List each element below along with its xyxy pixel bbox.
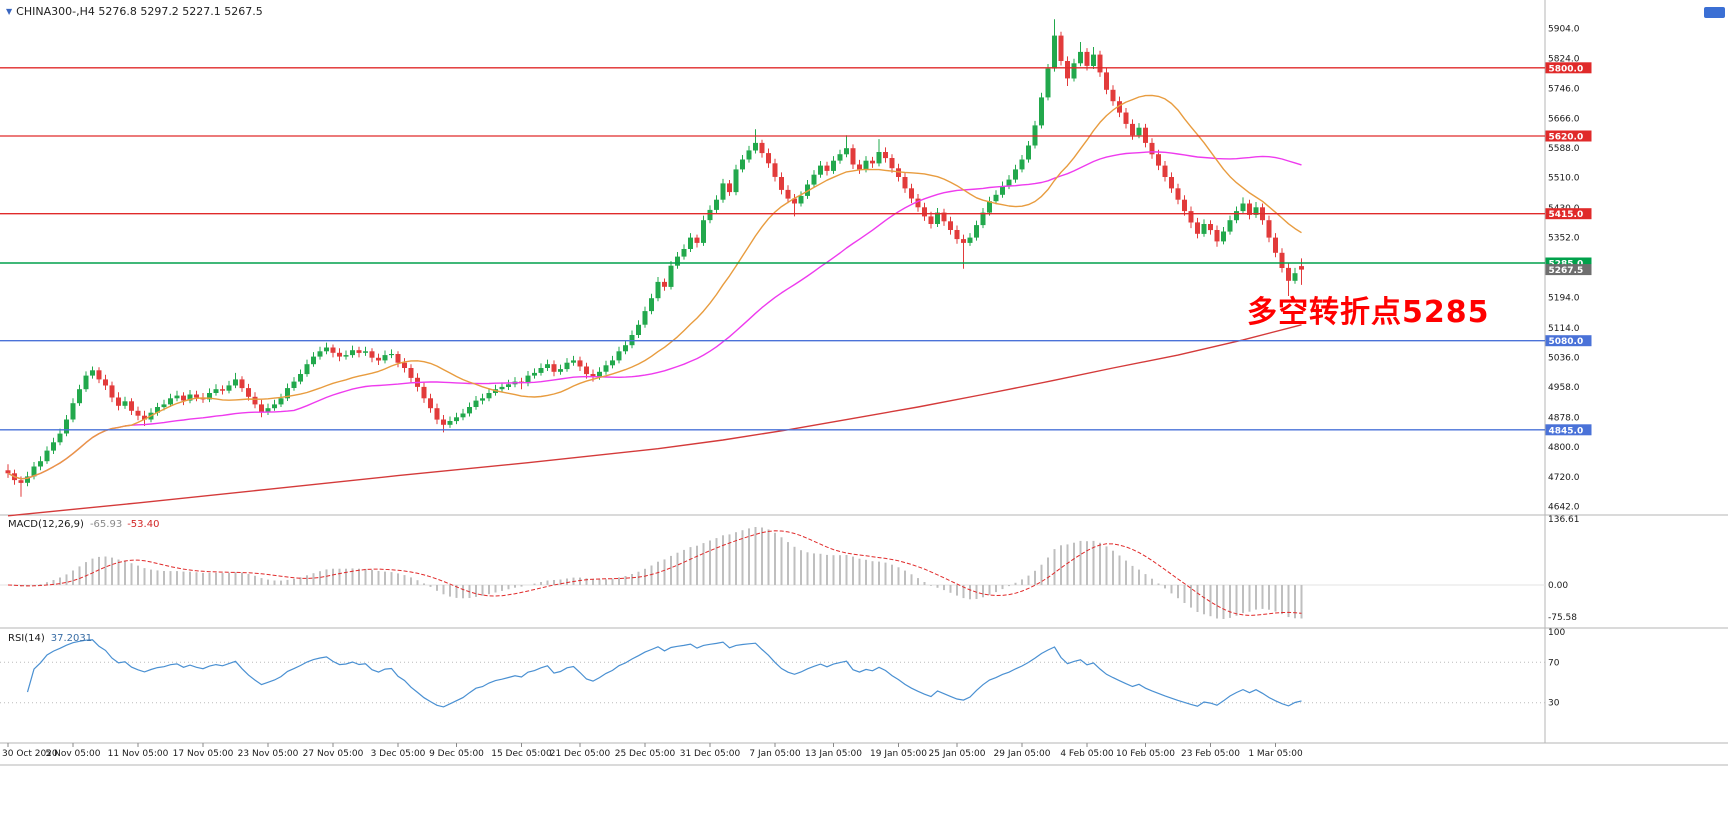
corner-marker[interactable] [1704, 7, 1725, 18]
chart-title: CHINA300-,H4 5276.8 5297.2 5227.1 5267.5 [16, 5, 263, 18]
ma-slow-red [7, 324, 1302, 517]
svg-text:31 Dec 05:00: 31 Dec 05:00 [680, 749, 741, 759]
svg-text:23 Nov 05:00: 23 Nov 05:00 [238, 749, 299, 759]
svg-text:9 Dec 05:00: 9 Dec 05:00 [429, 749, 484, 759]
svg-text:4 Feb 05:00: 4 Feb 05:00 [1060, 749, 1114, 759]
macd-indicator-label: MACD(12,26,9) -65.93 -53.40 [8, 519, 159, 530]
svg-text:5666.0: 5666.0 [1548, 115, 1580, 125]
svg-text:5800.0: 5800.0 [1549, 64, 1584, 74]
svg-text:5080.0: 5080.0 [1549, 337, 1584, 347]
horizontal-level-lines[interactable] [0, 67, 1545, 431]
current-price-tag [1545, 264, 1592, 276]
svg-text:5415.0: 5415.0 [1549, 210, 1584, 220]
svg-text:100: 100 [1548, 628, 1565, 638]
rsi-value: 37.2031 [50, 633, 93, 644]
tag-5620.0 [1545, 130, 1592, 142]
svg-text:-75.58: -75.58 [1548, 613, 1577, 623]
svg-text:5904.0: 5904.0 [1548, 24, 1580, 34]
svg-text:5194.0: 5194.0 [1548, 294, 1580, 304]
svg-text:5114.0: 5114.0 [1548, 324, 1580, 334]
annotation-text: 多空转折点5285 [1247, 295, 1490, 330]
svg-text:5036.0: 5036.0 [1548, 353, 1580, 363]
svg-text:5588.0: 5588.0 [1548, 144, 1580, 154]
tag-5285.0 [1545, 257, 1592, 269]
moving-averages [7, 94, 1302, 517]
svg-text:5352.0: 5352.0 [1548, 234, 1580, 244]
svg-text:5746.0: 5746.0 [1548, 84, 1580, 94]
svg-text:27 Nov 05:00: 27 Nov 05:00 [303, 749, 364, 759]
svg-text:3 Dec 05:00: 3 Dec 05:00 [371, 749, 426, 759]
svg-text:10 Feb 05:00: 10 Feb 05:00 [1116, 749, 1175, 759]
svg-text:23 Feb 05:00: 23 Feb 05:00 [1181, 749, 1240, 759]
macd-main-value: -65.93 [89, 519, 123, 530]
price-tags[interactable]: 5800.05620.05415.05285.05080.04845.05267… [1545, 62, 1592, 436]
rsi-name: RSI(14) [8, 633, 45, 644]
tag-5080.0 [1545, 335, 1592, 347]
svg-text:19 Jan 05:00: 19 Jan 05:00 [870, 749, 927, 759]
macd-signal-value: -53.40 [127, 519, 160, 530]
svg-text:21 Dec 05:00: 21 Dec 05:00 [550, 749, 611, 759]
tag-4845.0 [1545, 424, 1592, 436]
svg-text:13 Jan 05:00: 13 Jan 05:00 [805, 749, 862, 759]
svg-text:0.00: 0.00 [1548, 581, 1568, 591]
svg-text:4845.0: 4845.0 [1549, 426, 1584, 436]
ma-fast-orange [7, 94, 1302, 480]
svg-text:5 Nov 05:00: 5 Nov 05:00 [46, 749, 101, 759]
svg-text:4720.0: 4720.0 [1548, 473, 1580, 483]
svg-text:11 Nov 05:00: 11 Nov 05:00 [108, 749, 169, 759]
svg-text:5510.0: 5510.0 [1548, 174, 1580, 184]
svg-text:5620.0: 5620.0 [1549, 133, 1584, 143]
svg-text:4878.0: 4878.0 [1548, 413, 1580, 423]
macd-name: MACD(12,26,9) [8, 519, 84, 530]
price-axis[interactable]: 5904.05824.05746.05666.05588.05510.05430… [1548, 24, 1580, 708]
svg-text:7 Jan 05:00: 7 Jan 05:00 [749, 749, 801, 759]
svg-text:17 Nov 05:00: 17 Nov 05:00 [173, 749, 234, 759]
ma-mid-magenta [7, 151, 1302, 480]
svg-text:30: 30 [1548, 699, 1560, 709]
candles [5, 19, 1304, 497]
tag-5800.0 [1545, 62, 1592, 74]
svg-text:4642.0: 4642.0 [1548, 503, 1580, 513]
svg-text:25 Jan 05:00: 25 Jan 05:00 [929, 749, 986, 759]
tag-5415.0 [1545, 208, 1592, 220]
svg-text:15 Dec 05:00: 15 Dec 05:00 [491, 749, 552, 759]
macd-histogram [13, 527, 1303, 619]
rsi-line [26, 639, 1302, 708]
svg-text:1 Mar 05:00: 1 Mar 05:00 [1248, 749, 1303, 759]
svg-text:4958.0: 4958.0 [1548, 383, 1580, 393]
svg-text:5824.0: 5824.0 [1548, 55, 1580, 65]
symbol-marker-icon: ▼ [6, 7, 13, 16]
svg-text:70: 70 [1548, 658, 1560, 668]
svg-text:136.61: 136.61 [1548, 515, 1580, 525]
rsi-indicator-label: RSI(14) 37.2031 [8, 633, 92, 644]
svg-text:4800.0: 4800.0 [1548, 443, 1580, 453]
chart-title-bar: ▼ CHINA300-,H4 5276.8 5297.2 5227.1 5267.… [6, 5, 263, 18]
svg-text:29 Jan 05:00: 29 Jan 05:00 [994, 749, 1051, 759]
svg-text:5267.5: 5267.5 [1549, 266, 1584, 276]
svg-text:25 Dec 05:00: 25 Dec 05:00 [615, 749, 676, 759]
svg-text:30 Oct 2020: 30 Oct 2020 [2, 749, 58, 759]
